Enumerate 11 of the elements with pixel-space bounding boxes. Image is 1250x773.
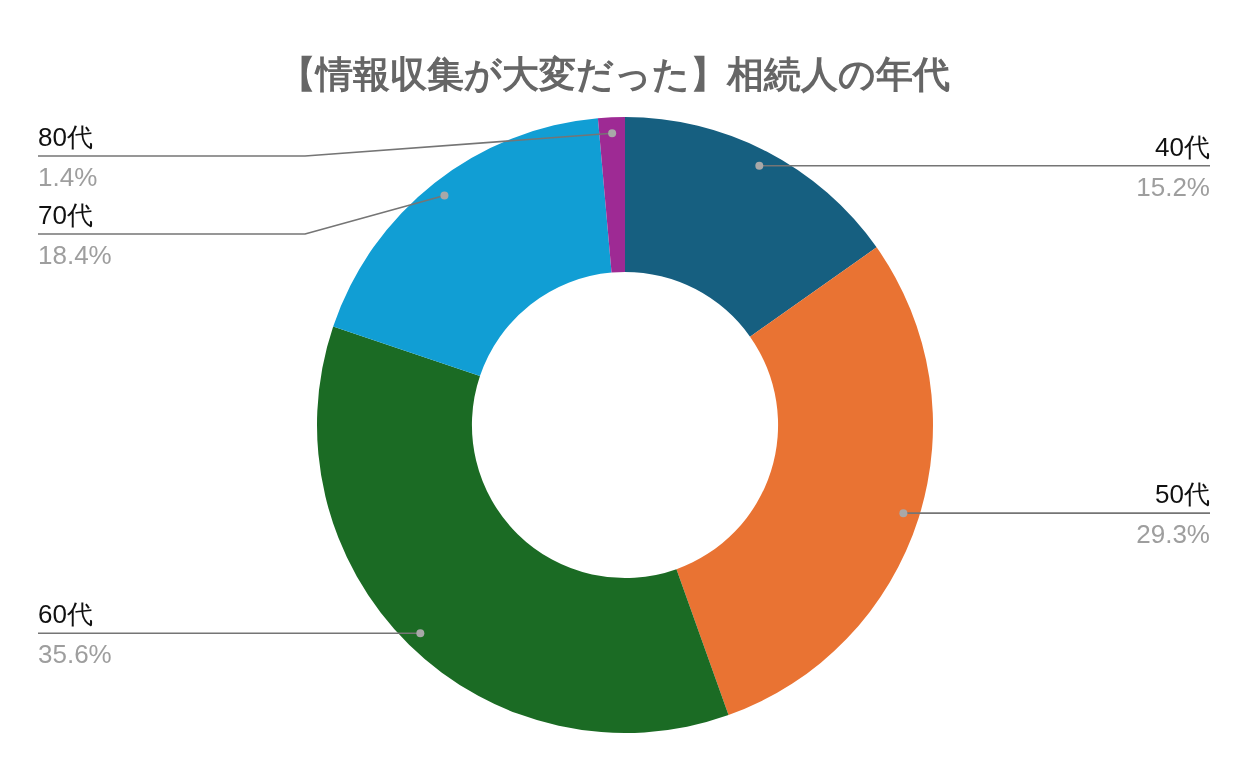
data-label: 29.3% <box>1136 519 1210 550</box>
slice-label: 60代 <box>38 599 93 630</box>
slice-label: 50代 <box>1155 479 1210 510</box>
slice-label: 70代 <box>38 200 93 230</box>
slice-label: 80代 <box>38 122 93 152</box>
title: 【情報収集が大変だった】相続人の年代 <box>278 54 950 95</box>
data-label: 18.4% <box>38 240 112 270</box>
data-label: 35.6% <box>38 639 112 670</box>
data-label: 1.4% <box>38 162 98 192</box>
slice-label: 40代 <box>1155 131 1210 162</box>
data-label: 15.2% <box>1136 171 1210 202</box>
